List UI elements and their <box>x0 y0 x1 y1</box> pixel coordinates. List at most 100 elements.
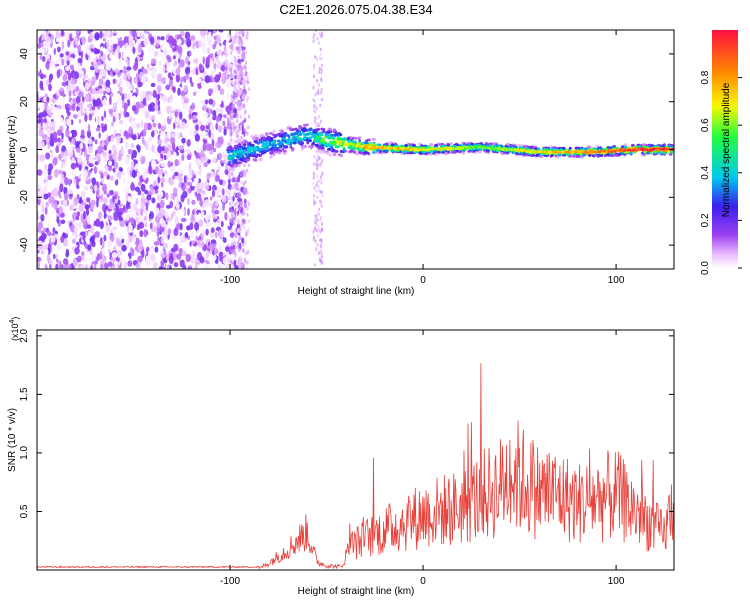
spectrogram-cell <box>208 129 212 138</box>
spectrogram-cell <box>277 151 282 155</box>
spectrogram-cell <box>141 91 147 96</box>
spectrogram-cell <box>181 165 188 174</box>
spectrogram-cell <box>65 129 70 138</box>
spectrogram-cell <box>71 169 75 177</box>
spectrogram-cell <box>171 142 176 151</box>
spectrogram-cell <box>229 177 232 182</box>
spectrogram-cell <box>202 131 208 136</box>
spectrogram-cell <box>233 100 237 104</box>
spectrogram-cell <box>81 36 86 45</box>
spectrogram-cell <box>112 195 115 203</box>
spectrogram-cell <box>217 125 223 133</box>
spectrogram-cell <box>314 216 317 220</box>
spectrogram-cell <box>160 235 164 245</box>
spectrogram-cell <box>67 118 72 127</box>
spectrogram-cell <box>72 257 78 267</box>
spectrogram-cell <box>241 40 244 45</box>
spectrogram-cell <box>184 232 189 239</box>
spectrogram-cell <box>108 108 114 115</box>
spectrogram-cell <box>187 235 190 241</box>
spectrogram-cell <box>181 154 185 161</box>
spectrogram-cell <box>103 197 109 204</box>
spectrogram-cell <box>238 192 242 197</box>
spectrogram-cell <box>59 87 64 92</box>
spectrogram-cell <box>320 87 323 92</box>
spectrogram-cell <box>116 45 121 54</box>
spectrogram-cell <box>146 234 150 242</box>
spectrogram-cell <box>312 162 315 167</box>
spectrogram-cell <box>92 141 96 149</box>
chart-title: C2E1.2026.075.04.38.E34 <box>279 2 432 17</box>
spectrogram-cell <box>70 119 74 126</box>
spectrogram-cell <box>126 99 131 107</box>
spectrogram-cell <box>43 248 49 256</box>
spectrogram-cell <box>161 77 167 85</box>
spectrogram-cell <box>242 221 245 226</box>
spectrogram-cell <box>220 244 227 254</box>
spectrogram-cell <box>214 246 218 255</box>
spectrogram-cell <box>69 57 74 62</box>
spectrogram-cell <box>170 194 173 200</box>
spectrogram-cell <box>62 232 66 237</box>
spectrogram-cell <box>65 66 71 71</box>
spectrogram-cell <box>167 228 172 235</box>
spectrogram-cell <box>160 154 164 159</box>
spectrogram-cell <box>244 65 247 70</box>
spectrogram-cell <box>104 262 109 269</box>
spectrogram-cell <box>59 138 64 144</box>
spectrogram-cell <box>204 156 208 162</box>
spectrogram-cell <box>157 139 163 145</box>
spectrogram-cell <box>314 162 317 167</box>
spectrogram-cell <box>186 247 191 255</box>
spectrogram-cell <box>246 250 250 254</box>
spectrogram-cell <box>88 155 94 164</box>
spectrogram-cell <box>214 74 220 83</box>
spectrogram-cell <box>212 96 217 101</box>
spectrogram-cell <box>106 211 110 216</box>
spectrogram-cell <box>184 156 188 161</box>
spectrogram-cell <box>114 94 119 103</box>
spectrogram-cell <box>95 73 99 80</box>
spectrogram-cell <box>248 219 251 224</box>
spectrogram-cell <box>238 123 241 128</box>
spectrogram-cell <box>320 91 322 95</box>
spectrogram-cell <box>181 217 187 223</box>
spectrogram-cell <box>163 50 167 56</box>
spectrogram-cell <box>220 160 223 165</box>
spectrogram-cell <box>116 170 122 179</box>
spectrogram-cell <box>146 149 152 156</box>
spectrogram-cell <box>91 241 96 248</box>
spectrogram-cell <box>166 105 172 115</box>
spectrogram-cell <box>103 234 107 242</box>
spectrogram-cell <box>126 66 132 71</box>
spectrogram-cell <box>321 56 323 61</box>
spectrogram-cell <box>235 206 239 212</box>
spectrogram-cell <box>312 237 315 242</box>
spectrogram-cell <box>230 186 233 191</box>
spectrogram-cell <box>173 171 179 177</box>
spectrogram-cell <box>41 140 45 149</box>
spectrogram-cell <box>117 101 123 110</box>
spectrogram-cell <box>225 39 229 49</box>
spectrogram-cell <box>133 249 138 257</box>
spectrogram-cell <box>107 240 112 246</box>
spectrogram-cell <box>243 55 246 60</box>
spectrogram-cell <box>320 215 323 219</box>
spectrogram-cell <box>74 247 80 255</box>
spectrogram-cell <box>210 227 215 233</box>
spectrogram-cell <box>174 99 177 108</box>
spectrogram-cell <box>216 187 220 196</box>
spectrogram-cell <box>220 172 225 181</box>
spectrogram-cell <box>102 37 107 42</box>
spectrogram-cell <box>106 58 109 66</box>
spectrogram-cell <box>62 246 67 255</box>
spectrogram-cell <box>204 192 208 198</box>
spectrogram-cell <box>196 229 200 238</box>
spectrogram-cell <box>123 102 128 111</box>
spectrogram-cell <box>319 175 322 179</box>
spectrogram-cell <box>312 35 315 40</box>
spectrogram-cell <box>43 227 46 233</box>
spectrogram-cell <box>234 177 238 182</box>
spectrogram-cell <box>48 163 54 171</box>
spectrogram-cell <box>312 98 315 102</box>
